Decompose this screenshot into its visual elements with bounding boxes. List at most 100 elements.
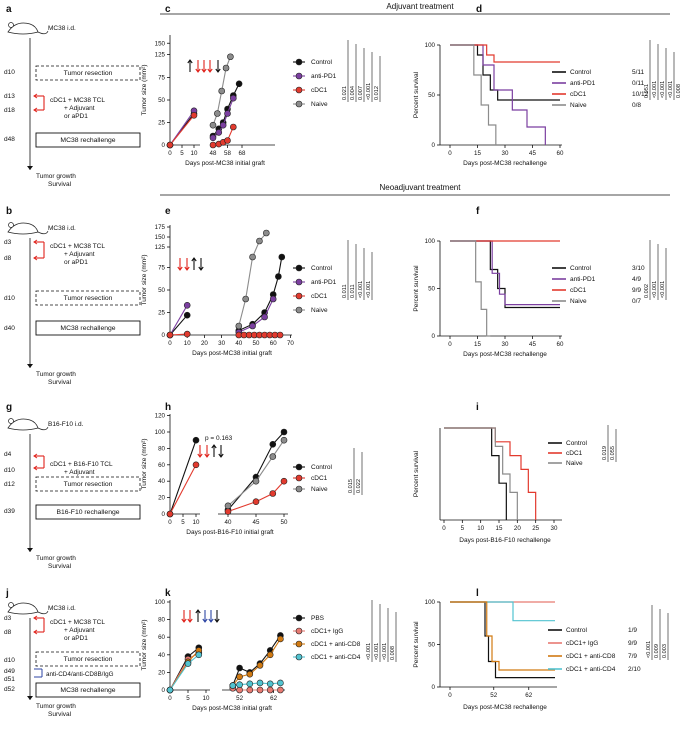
y-tick-label-d-0: 0 <box>432 142 436 149</box>
data-point-k-3-5 <box>246 680 254 688</box>
legend-ratio-l-2: 7/9 <box>628 653 637 660</box>
x-tick-label-f-1: 15 <box>474 341 481 348</box>
legend-marker-e-0 <box>295 264 303 272</box>
series-line-e-antiPD1-early <box>169 305 188 336</box>
scheme-treatment-a-1: + Adjuvant <box>64 105 95 112</box>
x-tick-label-k-2: 10 <box>203 695 210 702</box>
scheme-treatment-a-0: cDC1 + MC38 TCL <box>50 97 105 104</box>
mouse-icon-g <box>7 418 49 431</box>
legend-marker-c-1 <box>295 72 303 80</box>
scheme-day-b-0: d3 <box>4 239 12 246</box>
arrow-e-red-0 <box>177 258 183 271</box>
panel-letter-d: d <box>476 4 482 15</box>
data-point-h-Naive-2 <box>269 453 277 460</box>
resection-box-g <box>35 476 141 492</box>
data-point-k-2-4 <box>236 673 243 681</box>
x-tick-label-l-1: 52 <box>490 692 497 699</box>
data-point-h-Control-5 <box>280 428 288 436</box>
x-tick-label-e-6: 60 <box>270 340 277 347</box>
pvalue-h-0: 0.015 <box>348 479 354 493</box>
y-tick-label-f-1: 50 <box>428 286 435 293</box>
series-line-h-cDC1-late <box>227 480 285 513</box>
annotation-h: p = 0.163 <box>205 435 233 442</box>
legend-ratio-d-2: 10/12 <box>632 91 649 98</box>
y-tick-label-k-5: 100 <box>155 599 166 606</box>
scheme-depletion-j: anti-CD4/anti-CD8B/IgG <box>46 671 114 678</box>
treatment-arrowhead-b-0 <box>33 239 38 245</box>
mouse-icon-a-tail <box>37 30 49 35</box>
x-tick-label-i-0: 0 <box>442 525 446 532</box>
mouse-icon-a <box>7 22 49 35</box>
panel-letter-f: f <box>476 206 480 217</box>
data-point-h-cDC1-2 <box>224 508 232 515</box>
data-point-h-Naive-0 <box>224 502 232 510</box>
data-point-e-cDC1-1 <box>183 330 191 338</box>
data-point-e-Naive-2 <box>249 253 256 261</box>
scheme-day-b-3: d40 <box>4 325 15 332</box>
y-axis-label-f: Percent survival <box>413 265 420 312</box>
legend-label-e-0: Control <box>311 265 333 272</box>
panel-letter-a: a <box>6 4 12 15</box>
scheme-rechallenge-b: MC38 rechallenge <box>60 325 115 332</box>
survival-curve-f-Naive <box>450 240 491 337</box>
arrow-c-red-0-head <box>195 68 201 73</box>
x-tick-label-f-4: 60 <box>557 341 564 348</box>
y-tick-label-h-3: 60 <box>158 462 165 469</box>
legend-ratio-l-0: 1/9 <box>628 627 637 634</box>
data-point-h-cDC1-4 <box>269 490 277 497</box>
legend-label-l-0: Control <box>566 627 588 634</box>
scheme-day-g-2: d12 <box>4 481 15 488</box>
data-point-c-Naive-0 <box>209 121 217 129</box>
legend-label-f-0: Control <box>570 265 592 272</box>
arrow-k-blue-0-head <box>202 618 208 623</box>
x-axis-label-f: Days post-MC38 rechallenge <box>463 351 547 358</box>
panel-letter-b: b <box>6 206 12 217</box>
data-point-c-Control-7 <box>235 80 243 88</box>
arrow-e-down-head <box>198 266 204 271</box>
scheme-timeline-arrow-a <box>27 166 33 170</box>
panel-letter-k: k <box>165 588 171 599</box>
scheme-day-a-3: d48 <box>4 136 15 143</box>
arrow-h-red-1 <box>204 445 210 458</box>
data-point-c-anti-PD1-3 <box>215 129 223 136</box>
x-tick-label-e-0: 0 <box>168 340 172 347</box>
legend-label-d-2: cDC1 <box>570 91 587 98</box>
data-point-e-Naive-4 <box>263 229 270 237</box>
legend-ratio-d-1: 0/11 <box>632 80 645 87</box>
data-point-h-Naive-3 <box>280 436 288 444</box>
legend-marker-h-1 <box>295 474 303 482</box>
y-tick-label-h-5: 100 <box>155 429 166 436</box>
panel-letter-g: g <box>6 402 12 413</box>
y-tick-label-d-1: 50 <box>428 92 435 99</box>
pvalue-c-0: 0.021 <box>342 86 348 100</box>
y-tick-label-f-2: 100 <box>425 238 436 245</box>
pvalue-i-1: 0.055 <box>610 446 616 460</box>
x-axis-label-i: Days post-B16-F10 rechallenge <box>459 537 551 544</box>
y-tick-label-e-2: 50 <box>158 287 165 294</box>
y-tick-label-c-0: 0 <box>162 142 166 149</box>
data-point-c-Naive-4 <box>227 53 234 61</box>
data-point-k-2-8 <box>277 635 284 643</box>
pvalue-l-0: <0.001 <box>646 641 652 658</box>
legend-label-k-2: cDC1 + anti-CD8 <box>311 641 361 648</box>
treatment-arrowhead-b-1 <box>33 255 38 261</box>
arrow-k-red-1-head <box>187 618 193 623</box>
y-tick-label-e-1: 25 <box>158 310 165 317</box>
scheme-treatment-g-0: cDC1 + B16-F10 TCL <box>50 461 113 468</box>
x-tick-label-c-1: 5 <box>180 150 184 157</box>
rechallenge-box-a <box>35 132 141 148</box>
pvalue-d-4: 0.008 <box>676 84 681 98</box>
legend-label-i-0: Control <box>566 440 588 447</box>
legend-marker-k-2 <box>295 640 303 648</box>
x-tick-label-c-3: 48 <box>210 150 217 157</box>
pvalue-k-3: 0.008 <box>390 646 396 660</box>
x-tick-label-l-0: 0 <box>448 692 452 699</box>
pvalue-h-1: 0.022 <box>356 479 362 493</box>
y-tick-label-k-0: 0 <box>162 687 166 694</box>
y-tick-label-e-3: 75 <box>158 265 165 272</box>
data-point-e-Control-1 <box>183 311 191 319</box>
x-tick-label-d-2: 30 <box>502 150 509 157</box>
legend-ratio-f-1: 4/9 <box>632 276 641 283</box>
legend-label-l-3: cDC1 + anti-CD4 <box>566 666 616 673</box>
